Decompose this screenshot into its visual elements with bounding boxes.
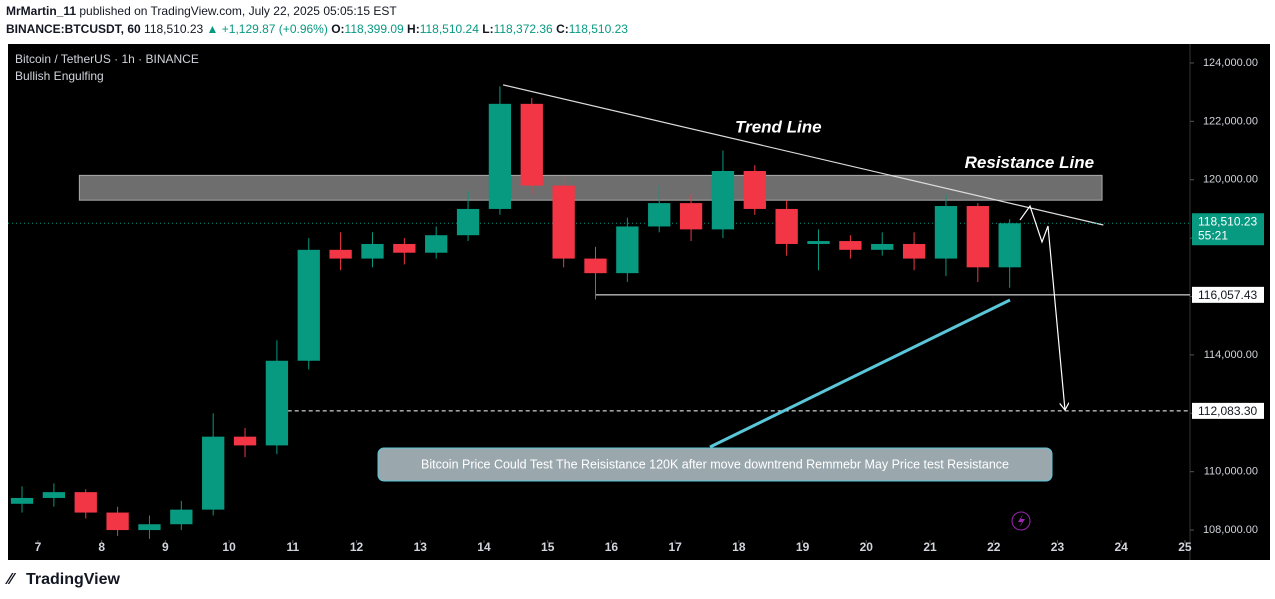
candle-body bbox=[488, 103, 512, 209]
x-tick-label: 23 bbox=[1051, 540, 1065, 554]
x-tick-label: 8 bbox=[98, 540, 105, 554]
candle-body bbox=[138, 524, 161, 531]
c-label: C: bbox=[556, 22, 569, 36]
candle-body bbox=[966, 206, 989, 268]
o: 118,399.09 bbox=[344, 22, 404, 36]
candle-body bbox=[42, 492, 66, 498]
y-tick-label: 120,000.00 bbox=[1203, 174, 1258, 186]
alert-bolt bbox=[1018, 514, 1025, 528]
resistance-label: Resistance Line bbox=[965, 153, 1094, 172]
candle-body bbox=[233, 436, 257, 446]
candle-body bbox=[265, 360, 289, 446]
alert-icon bbox=[1011, 511, 1031, 531]
candle-body bbox=[775, 208, 798, 244]
indicator: Bullish Engulfing bbox=[15, 69, 104, 83]
candle-body bbox=[10, 497, 34, 504]
x-tick-label: 25 bbox=[1178, 540, 1192, 554]
chart: Bitcoin / TetherUS · 1h · BINANCE Bullis… bbox=[8, 44, 1270, 560]
x-tick-label: 19 bbox=[796, 540, 810, 554]
symbol: BINANCE:BTCUSDT, 60 bbox=[6, 22, 141, 36]
resistance-zone bbox=[78, 174, 1103, 201]
candle-body bbox=[361, 243, 384, 259]
candle-body bbox=[202, 436, 225, 510]
candle-body bbox=[807, 241, 830, 244]
x-tick-label: 24 bbox=[1115, 540, 1129, 554]
candle-body bbox=[520, 103, 543, 186]
trend-line bbox=[502, 84, 1104, 226]
x-tick-label: 16 bbox=[605, 540, 619, 554]
candle-body bbox=[679, 203, 703, 230]
h-label: H: bbox=[407, 22, 420, 36]
candle-body bbox=[711, 170, 735, 230]
x-tick-label: 13 bbox=[414, 540, 428, 554]
x-tick-label: 14 bbox=[477, 540, 491, 554]
h: 118,510.24 bbox=[419, 22, 479, 36]
header-line-2: BINANCE:BTCUSDT, 60 118,510.23 ▲ +1,129.… bbox=[6, 22, 628, 36]
y-tick-label: 114,000.00 bbox=[1204, 349, 1258, 361]
x-tick-label: 17 bbox=[668, 540, 682, 554]
header-line-1: MrMartin_11 published on TradingView.com… bbox=[6, 4, 397, 18]
x-tick-label: 9 bbox=[162, 540, 169, 554]
candle-body bbox=[393, 243, 416, 253]
candle-body bbox=[998, 223, 1021, 268]
x-tick-label: 18 bbox=[732, 540, 746, 554]
candle-body bbox=[297, 249, 320, 361]
x-tick-label: 15 bbox=[541, 540, 555, 554]
level-box bbox=[1192, 402, 1264, 419]
y-tick-label: 110,000.00 bbox=[1204, 466, 1258, 478]
candle-body bbox=[170, 509, 193, 525]
brand: TradingView bbox=[26, 571, 120, 588]
candle-body bbox=[74, 492, 97, 513]
x-tick-label: 21 bbox=[923, 540, 937, 554]
candle-body bbox=[425, 235, 448, 253]
candle-body bbox=[871, 243, 894, 250]
footer: ⁄⁄ TradingView bbox=[8, 571, 120, 589]
candle-body bbox=[648, 203, 671, 227]
candle-body bbox=[839, 241, 862, 250]
candle-body bbox=[552, 185, 575, 259]
l-label: L: bbox=[482, 22, 494, 36]
x-tick-label: 7 bbox=[35, 540, 42, 554]
y-tick-label: 122,000.00 bbox=[1203, 115, 1258, 127]
candle-body bbox=[456, 208, 480, 236]
candle-body bbox=[934, 206, 958, 259]
pointer-arrow bbox=[709, 298, 1011, 449]
published: published on TradingView.com, July 22, 2… bbox=[79, 4, 397, 18]
last-price-box bbox=[1192, 213, 1264, 246]
author: MrMartin_11 bbox=[6, 4, 77, 18]
level-label: 116,057.43 bbox=[1198, 288, 1257, 302]
candle-body bbox=[616, 226, 639, 274]
pane bbox=[8, 44, 1270, 560]
chart-title: Bitcoin / TetherUS · 1h · BINANCE bbox=[15, 52, 199, 66]
countdown: 55:21 bbox=[1198, 228, 1228, 242]
candle-body bbox=[106, 512, 129, 531]
annotation-text: Bitcoin Price Could Test The Reisistance… bbox=[421, 457, 1009, 471]
level-box bbox=[1192, 286, 1264, 303]
candle-body bbox=[743, 170, 766, 209]
x-tick-label: 11 bbox=[286, 540, 299, 554]
candle-body bbox=[902, 243, 926, 259]
candle-body bbox=[329, 249, 352, 259]
y-tick-label: 124,000.00 bbox=[1203, 57, 1258, 69]
projection-path bbox=[1019, 204, 1065, 410]
price: 118,510.23 bbox=[144, 22, 204, 36]
last-price-label: 118,510.23 bbox=[1198, 214, 1257, 228]
candle-body bbox=[584, 258, 607, 274]
level-label: 112,083.30 bbox=[1198, 404, 1257, 418]
annotation: Bitcoin Price Could Test The Reisistance… bbox=[377, 447, 1053, 482]
trend-label: Trend Line bbox=[735, 117, 822, 136]
o-label: O: bbox=[331, 22, 345, 36]
c: 118,510.23 bbox=[568, 22, 628, 36]
x-tick-label: 12 bbox=[350, 540, 364, 554]
y-tick-label: 108,000.00 bbox=[1203, 524, 1258, 536]
x-tick-label: 10 bbox=[222, 540, 236, 554]
annotation-box bbox=[377, 447, 1053, 482]
change: ▲ +1,129.87 (+0.96%) bbox=[206, 22, 328, 36]
logo: ⁄⁄ bbox=[8, 571, 14, 588]
x-tick-label: 20 bbox=[860, 540, 874, 554]
l: 118,372.36 bbox=[493, 22, 553, 36]
x-tick-label: 22 bbox=[987, 540, 1001, 554]
